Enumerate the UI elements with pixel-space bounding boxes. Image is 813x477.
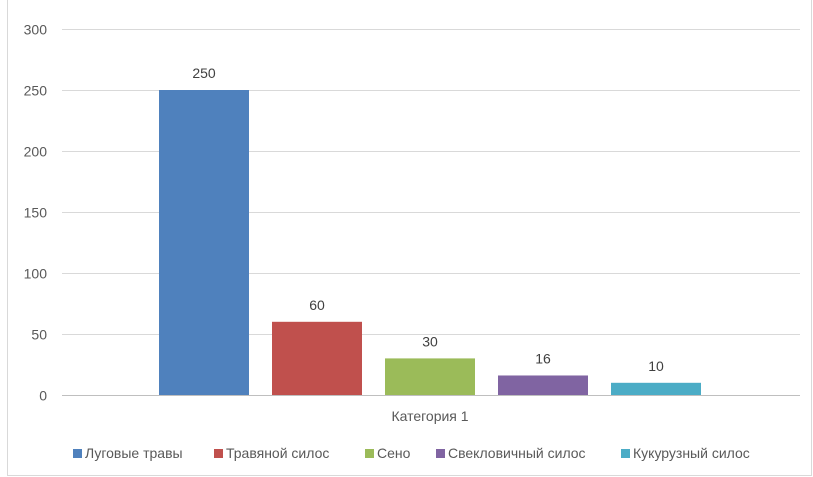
y-tick-label: 200 bbox=[24, 144, 48, 160]
data-label: 16 bbox=[535, 350, 551, 366]
bar bbox=[611, 382, 701, 395]
bar bbox=[159, 90, 249, 395]
legend-swatch bbox=[365, 449, 374, 458]
bar bbox=[272, 321, 362, 395]
legend-item-label: Сено bbox=[377, 445, 411, 461]
data-label: 60 bbox=[309, 297, 325, 313]
legend-item-label: Свекловичный силос bbox=[448, 445, 586, 461]
legend-swatch bbox=[214, 449, 223, 458]
data-label: 10 bbox=[648, 358, 664, 374]
legend-swatch bbox=[73, 449, 82, 458]
y-tick-label: 100 bbox=[24, 266, 48, 282]
legend-swatch bbox=[621, 449, 630, 458]
y-tick-label: 50 bbox=[31, 327, 47, 343]
data-label: 30 bbox=[422, 333, 438, 349]
bars bbox=[159, 90, 701, 395]
data-label: 250 bbox=[192, 65, 216, 81]
legend: Луговые травы Травяной силос Сено Свеклович… bbox=[73, 445, 750, 461]
y-tick-label: 250 bbox=[24, 83, 48, 99]
legend-item-label: Кукурузный силос bbox=[633, 445, 750, 461]
y-axis-ticks: 0 50 100 150 200 250 300 bbox=[24, 22, 48, 404]
legend-swatch bbox=[436, 449, 445, 458]
y-tick-label: 300 bbox=[24, 22, 48, 38]
y-tick-label: 0 bbox=[39, 388, 47, 404]
x-category-label: Категория 1 bbox=[391, 408, 468, 424]
y-tick-label: 150 bbox=[24, 205, 48, 221]
data-labels: 250 60 30 16 10 bbox=[192, 65, 664, 374]
x-axis: Категория 1 bbox=[391, 408, 468, 424]
legend-item-label: Луговые травы bbox=[85, 445, 183, 461]
chart-frame bbox=[7, 0, 812, 476]
bar bbox=[498, 375, 588, 395]
legend-item-label: Травяной силос bbox=[226, 445, 329, 461]
bar bbox=[385, 358, 475, 395]
